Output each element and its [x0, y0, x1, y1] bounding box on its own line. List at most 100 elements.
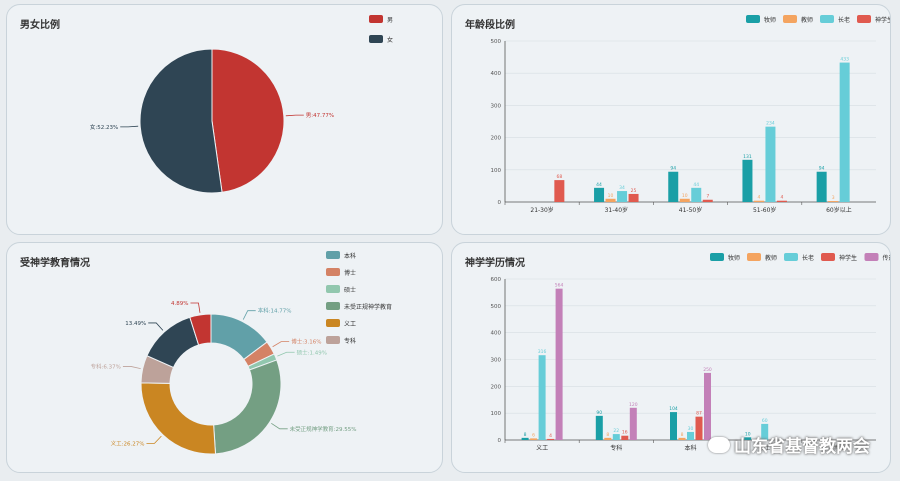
age-bar-label-2-4: 433 [840, 57, 849, 63]
education-slice-label-4: 义工:26.27% [111, 440, 145, 447]
education-slice-label-3: 未受正规神学教育:29.55% [290, 425, 357, 433]
degree-bar-label-4-1: 120 [629, 402, 638, 408]
age-bar-label-1-4: 3 [832, 195, 835, 201]
age-bar-3-1 [628, 193, 639, 202]
age-legend-label-0: 牧师 [764, 16, 776, 24]
degree-bar-label-2-3: 60 [762, 418, 768, 424]
education-legend-label-1: 博士 [344, 269, 356, 277]
education-slice-label-0: 本科:14.77% [258, 307, 292, 315]
gender-leader-1 [120, 125, 139, 128]
education-legend-swatch-5 [326, 336, 340, 344]
age-bar-1-4 [828, 201, 839, 202]
degree-xtick-2: 本科 [684, 444, 696, 452]
degree-bar-4-2 [704, 372, 711, 440]
education-legend-label-2: 硕士 [344, 286, 356, 294]
degree-legend-label-3: 神学生 [839, 254, 857, 262]
education-slice-label-7: 4.89% [171, 301, 188, 307]
degree-bar-label-0-1: 90 [596, 410, 602, 416]
degree-bar-2-3 [761, 423, 769, 440]
gender-pie-chart: 男:47.77% 女:52.23% 男女 [90, 15, 393, 194]
gender-slice-label-0: 男:47.77% [306, 112, 334, 119]
degree-bar-3-1 [621, 435, 629, 440]
age-xtick-4: 60岁以上 [826, 206, 852, 214]
degree-bar-3-2 [695, 416, 703, 440]
age-bar-2-1 [617, 191, 628, 202]
age-bar-0-3 [742, 159, 753, 202]
age-legend-swatch-2 [820, 15, 834, 23]
degree-bar-1-1 [604, 437, 612, 440]
education-leader-0 [242, 310, 256, 320]
degree-bar-label-1-0: 6 [532, 432, 535, 438]
degree-bar-0-3 [744, 437, 752, 440]
degree-legend-label-1: 教师 [765, 254, 777, 262]
age-ratio-title: 年龄段比例 [465, 20, 515, 31]
degree-xtick-0: 义工 [536, 445, 548, 452]
age-bar-2-4 [839, 62, 850, 202]
degree-legend-swatch-1 [747, 253, 761, 261]
degree-bar-4-0 [555, 288, 563, 440]
age-ytick-4: 400 [491, 71, 502, 77]
degree-bar-1-0 [530, 438, 538, 440]
age-bar-0-2 [668, 171, 679, 202]
degree-ytick-0: 0 [498, 438, 502, 444]
age-bar-1-1 [605, 198, 616, 202]
degree-xtick-3: 硕士 [759, 444, 771, 452]
gender-ratio-title: 男女比例 [20, 20, 60, 31]
degree-bar-label-2-1: 22 [613, 428, 619, 434]
degree-ytick-6: 600 [491, 277, 502, 283]
degree-bar-label-2-0: 316 [538, 349, 547, 355]
age-bar-label-0-2: 94 [670, 166, 676, 172]
education-legend-swatch-1 [326, 268, 340, 276]
gender-legend-swatch-1 [369, 35, 383, 43]
gender-legend-swatch-0 [369, 15, 383, 23]
gender-ratio-panel: 男女比例 男:47.77% 女:52.23% 男女 [6, 4, 443, 235]
education-legend-label-3: 未受正规神学教育 [344, 303, 392, 311]
degree-bar-label-4-2: 250 [703, 367, 712, 373]
age-bar-label-0-3: 131 [743, 154, 752, 160]
age-bar-label-3-0: 68 [556, 174, 562, 180]
degree-bar-label-3-1: 16 [622, 430, 628, 436]
age-bar-label-1-3: 4 [758, 195, 761, 201]
degree-bar-label-3-0: 4 [549, 433, 552, 439]
gender-slice-label-1: 女:52.23% [90, 123, 118, 131]
age-bar-0-4 [816, 171, 827, 202]
education-leader-7 [190, 302, 201, 313]
degree-bar-2-2 [687, 431, 694, 440]
age-bar-3-3 [776, 200, 787, 202]
age-bar-label-0-4: 94 [819, 166, 825, 172]
age-bar-label-3-3: 4 [781, 195, 784, 201]
education-leader-1 [272, 341, 290, 348]
age-bar-label-0-1: 44 [596, 182, 602, 188]
degree-ytick-1: 100 [491, 411, 502, 417]
age-legend-swatch-1 [783, 15, 797, 23]
age-xtick-1: 31-40岁 [605, 206, 628, 214]
degree-title: 神学学历情况 [465, 258, 525, 269]
age-xtick-3: 51-60岁 [753, 206, 776, 214]
age-xtick-2: 41-50岁 [679, 206, 702, 214]
gender-leader-0 [285, 114, 304, 117]
degree-bar-label-0-3: 10 [745, 431, 751, 437]
education-leader-3 [271, 422, 288, 430]
age-bar-2-3 [765, 126, 776, 202]
degree-legend-swatch-2 [784, 253, 798, 261]
age-ytick-2: 200 [491, 136, 502, 142]
degree-legend-label-0: 牧师 [728, 254, 740, 262]
degree-ytick-2: 200 [491, 384, 502, 390]
education-leader-5 [122, 366, 141, 369]
watermark: 山东省基督教两会 [708, 432, 870, 457]
age-bar-1-3 [753, 200, 764, 202]
degree-xtick-4: 博士 [833, 444, 845, 452]
education-slice-label-6: 13.49% [125, 321, 146, 327]
age-ytick-3: 300 [491, 103, 502, 109]
wechat-icon [708, 436, 730, 453]
degree-bar-0-0 [521, 437, 529, 440]
age-bar-0-1 [594, 187, 605, 202]
education-title: 受神学教育情况 [20, 258, 90, 269]
age-bar-label-1-2: 10 [682, 193, 688, 199]
degree-panel: 神学学历情况 0 100 200 300 400 500 600 义工 8 6 316 4 564 专科 9… [451, 242, 891, 473]
gender-legend-label-1: 女 [387, 36, 393, 44]
degree-bar-4-1 [629, 407, 637, 440]
age-legend-label-3: 神学生 [875, 16, 891, 24]
degree-legend-swatch-4 [864, 253, 879, 261]
